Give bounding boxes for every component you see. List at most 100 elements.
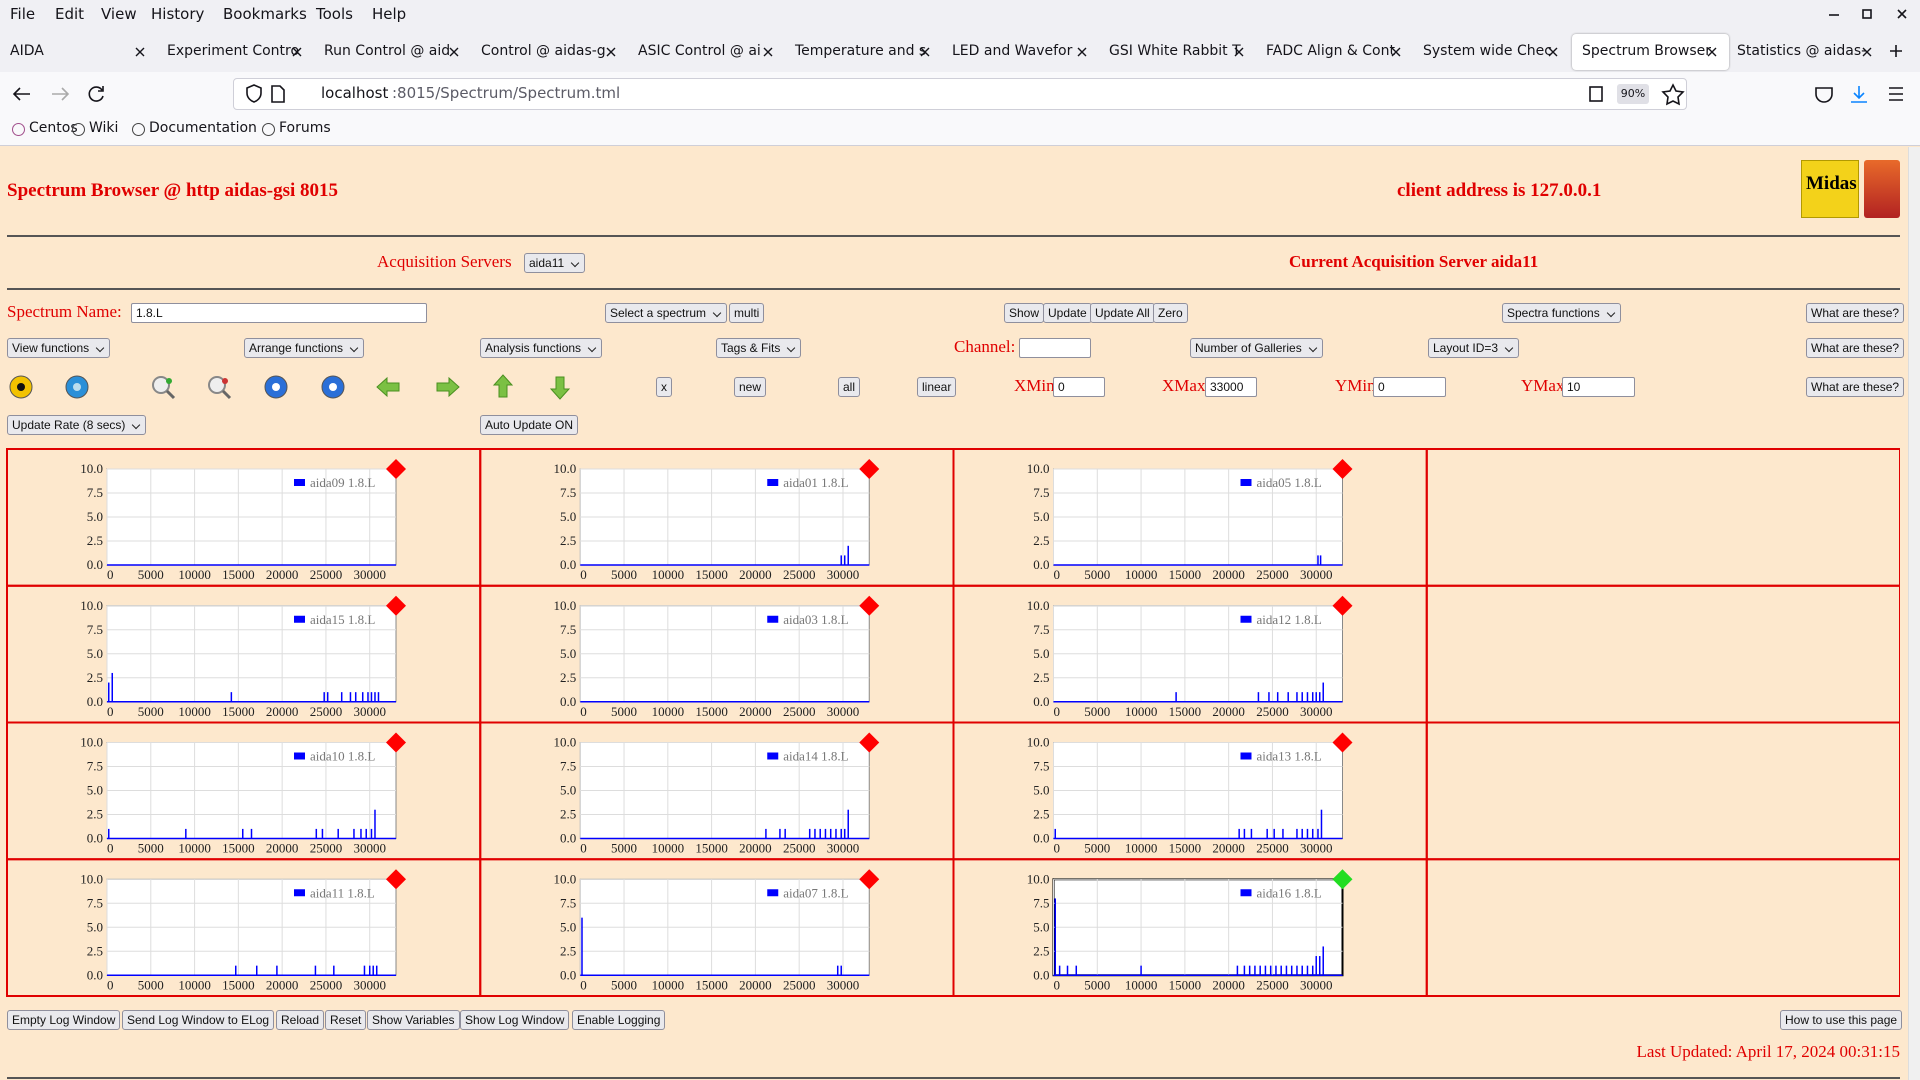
tool-icon[interactable] bbox=[376, 376, 400, 398]
bookmark[interactable]: Forums bbox=[279, 120, 331, 136]
page-icon[interactable] bbox=[271, 85, 285, 103]
tab-close[interactable] bbox=[1862, 47, 1872, 57]
tab-close[interactable] bbox=[1391, 47, 1401, 57]
tab[interactable]: FADC Align & Cont bbox=[1256, 34, 1413, 70]
back[interactable] bbox=[12, 87, 30, 101]
zoom-pill[interactable] bbox=[1617, 84, 1649, 104]
button[interactable]: x bbox=[656, 377, 672, 397]
app-menu[interactable] bbox=[1889, 87, 1903, 101]
button[interactable]: What are these? bbox=[1806, 338, 1905, 358]
tab[interactable]: GSI White Rabbit T bbox=[1099, 34, 1256, 70]
select[interactable]: Tags & Fits bbox=[716, 338, 802, 358]
bookmark-star[interactable] bbox=[1661, 83, 1685, 106]
menu-item[interactable]: Tools bbox=[316, 5, 353, 23]
button[interactable]: all bbox=[838, 377, 861, 397]
button[interactable]: Show Variables bbox=[367, 1010, 460, 1030]
tab[interactable]: Statistics @ aidas- bbox=[1727, 34, 1884, 70]
bookmark[interactable]: Centos bbox=[29, 120, 78, 136]
select[interactable]: Update Rate (8 secs) bbox=[7, 415, 147, 435]
menu-item[interactable]: Edit bbox=[55, 5, 85, 23]
select[interactable]: Analysis functions bbox=[480, 338, 603, 358]
tab[interactable]: Spectrum Browser bbox=[1572, 34, 1729, 70]
select[interactable]: View functions bbox=[7, 338, 111, 358]
tab[interactable]: ASIC Control @ ai bbox=[628, 34, 785, 70]
reload[interactable] bbox=[88, 86, 104, 102]
tool-icon[interactable] bbox=[208, 376, 232, 400]
button[interactable]: linear bbox=[917, 377, 957, 397]
shield-icon[interactable] bbox=[246, 84, 262, 103]
tab-close[interactable] bbox=[1077, 47, 1087, 57]
bookmark-icon[interactable] bbox=[132, 123, 145, 136]
tab-close[interactable] bbox=[1707, 47, 1717, 57]
button[interactable]: Update bbox=[1043, 303, 1092, 323]
text-input[interactable]: 33000 bbox=[1205, 377, 1257, 397]
tab-close[interactable] bbox=[920, 47, 930, 57]
button[interactable]: Show bbox=[1004, 303, 1045, 323]
tab[interactable]: AIDA bbox=[0, 34, 157, 70]
tool-icon[interactable] bbox=[152, 376, 176, 400]
bookmark-icon[interactable] bbox=[72, 123, 85, 136]
select[interactable]: Spectra functions bbox=[1502, 303, 1621, 323]
select[interactable]: Arrange functions bbox=[244, 338, 365, 358]
tab[interactable]: Control @ aidas-g bbox=[471, 34, 628, 70]
bookmark-icon[interactable] bbox=[262, 123, 275, 136]
tab[interactable]: Temperature and s bbox=[785, 34, 942, 70]
button[interactable]: Empty Log Window bbox=[7, 1010, 121, 1030]
tab-close[interactable] bbox=[292, 47, 302, 57]
text-input[interactable]: 0 bbox=[1053, 377, 1105, 397]
tab-close[interactable] bbox=[1548, 47, 1558, 57]
select[interactable]: Select a spectrum bbox=[605, 303, 728, 323]
button[interactable]: multi bbox=[729, 303, 765, 323]
tab-close[interactable] bbox=[606, 47, 616, 57]
select[interactable]: Number of Galleries bbox=[1190, 338, 1323, 358]
button[interactable]: What are these? bbox=[1806, 303, 1905, 323]
tool-icon[interactable] bbox=[264, 375, 288, 399]
zoom-level[interactable]: 90% bbox=[1620, 87, 1646, 100]
menu-item[interactable]: File bbox=[10, 5, 36, 23]
tool-icon[interactable] bbox=[65, 375, 89, 399]
tab-close[interactable] bbox=[449, 47, 459, 57]
channel-input[interactable] bbox=[1019, 338, 1091, 358]
tool-icon[interactable] bbox=[549, 376, 571, 400]
button[interactable]: What are these? bbox=[1806, 377, 1905, 397]
reader-icon[interactable] bbox=[1589, 86, 1603, 102]
button[interactable]: Zero bbox=[1153, 303, 1188, 323]
tool-icon[interactable] bbox=[436, 376, 460, 398]
text-input[interactable]: 0 bbox=[1373, 377, 1446, 397]
url-field[interactable] bbox=[233, 78, 1687, 110]
button[interactable]: Show Log Window bbox=[460, 1010, 570, 1030]
bookmark[interactable]: Wiki bbox=[89, 120, 119, 136]
button[interactable]: Reload bbox=[276, 1010, 325, 1030]
tab[interactable]: System wide Chec bbox=[1413, 34, 1570, 70]
maximize[interactable] bbox=[1862, 9, 1872, 19]
tab-close[interactable] bbox=[1234, 47, 1244, 57]
button[interactable]: new bbox=[734, 377, 767, 397]
button[interactable]: Reset bbox=[325, 1010, 367, 1030]
menu-item[interactable]: History bbox=[151, 5, 205, 23]
forward[interactable] bbox=[52, 87, 70, 101]
new-tab[interactable] bbox=[1890, 45, 1902, 57]
tool-icon[interactable] bbox=[321, 375, 345, 399]
pocket-icon[interactable] bbox=[1815, 87, 1833, 103]
download-icon[interactable] bbox=[1851, 86, 1867, 103]
tab-close[interactable] bbox=[763, 47, 773, 57]
tool-icon[interactable] bbox=[492, 374, 514, 398]
menu-item[interactable]: View bbox=[101, 5, 137, 23]
tab-close[interactable] bbox=[135, 47, 145, 57]
select[interactable]: Layout ID=3 bbox=[1428, 338, 1520, 358]
acq-select[interactable]: aida11 bbox=[524, 253, 586, 273]
button[interactable]: Send Log Window to ELog bbox=[122, 1010, 275, 1030]
scrollbar[interactable] bbox=[1908, 147, 1920, 1080]
bookmark-icon[interactable] bbox=[12, 123, 25, 136]
button[interactable]: How to use this page bbox=[1780, 1010, 1903, 1030]
button[interactable]: Update All bbox=[1090, 303, 1155, 323]
menu-item[interactable]: Help bbox=[372, 5, 407, 23]
bookmark[interactable]: Documentation bbox=[149, 120, 257, 136]
tab[interactable]: Run Control @ aid bbox=[314, 34, 471, 70]
button[interactable]: Enable Logging bbox=[572, 1010, 666, 1030]
button[interactable]: Auto Update ON bbox=[480, 415, 579, 435]
close-window[interactable] bbox=[1897, 9, 1907, 19]
text-input[interactable]: 10 bbox=[1562, 377, 1635, 397]
tab[interactable]: Experiment Contro bbox=[157, 34, 314, 70]
tab[interactable]: LED and Wavefor bbox=[942, 34, 1099, 70]
